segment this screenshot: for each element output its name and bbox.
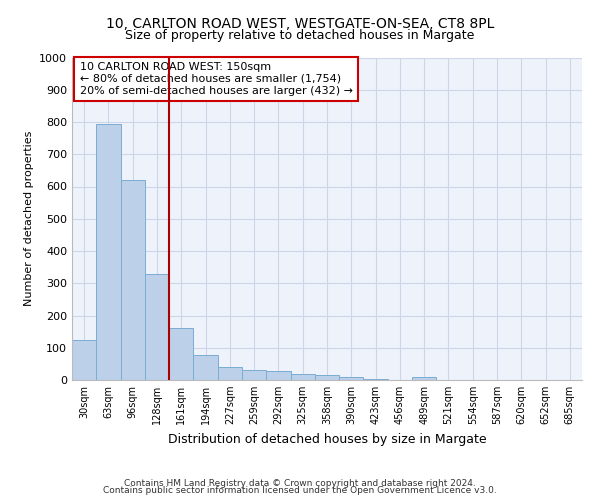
Text: Size of property relative to detached houses in Margate: Size of property relative to detached ho…	[125, 29, 475, 42]
Bar	[412, 377, 436, 380]
Bar	[145, 274, 169, 380]
Bar	[315, 376, 339, 380]
Bar	[266, 372, 290, 380]
Bar	[72, 340, 96, 380]
Bar	[339, 378, 364, 380]
Bar	[290, 374, 315, 380]
Bar	[96, 124, 121, 380]
Text: Contains HM Land Registry data © Crown copyright and database right 2024.: Contains HM Land Registry data © Crown c…	[124, 478, 476, 488]
Text: 10 CARLTON ROAD WEST: 150sqm
← 80% of detached houses are smaller (1,754)
20% of: 10 CARLTON ROAD WEST: 150sqm ← 80% of de…	[80, 62, 353, 96]
X-axis label: Distribution of detached houses by size in Margate: Distribution of detached houses by size …	[167, 432, 487, 446]
Bar	[193, 355, 218, 380]
Y-axis label: Number of detached properties: Number of detached properties	[23, 131, 34, 306]
Text: Contains public sector information licensed under the Open Government Licence v3: Contains public sector information licen…	[103, 486, 497, 495]
Bar	[121, 180, 145, 380]
Text: 10, CARLTON ROAD WEST, WESTGATE-ON-SEA, CT8 8PL: 10, CARLTON ROAD WEST, WESTGATE-ON-SEA, …	[106, 18, 494, 32]
Bar	[218, 367, 242, 380]
Bar	[242, 370, 266, 380]
Bar	[169, 328, 193, 380]
